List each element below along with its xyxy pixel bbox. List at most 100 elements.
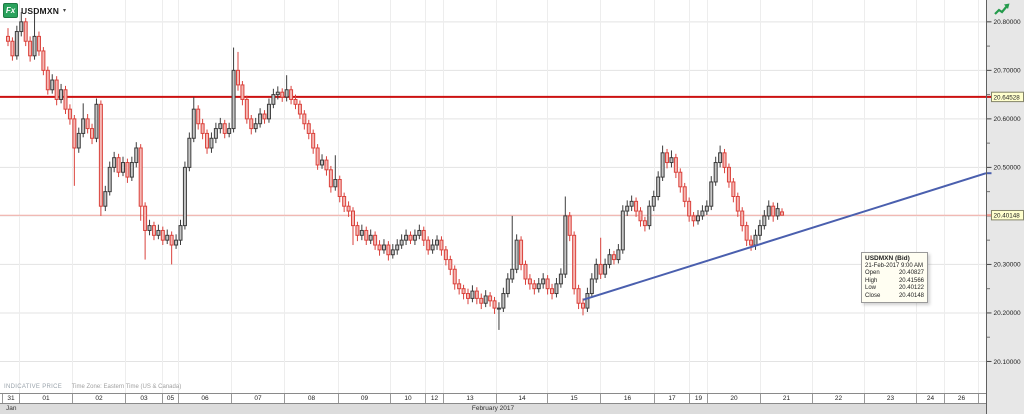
candle-body[interactable] [355, 225, 360, 236]
candle-body[interactable] [580, 302, 585, 309]
candle-body[interactable] [320, 159, 325, 166]
candle-body[interactable] [780, 211, 785, 216]
candle-body[interactable] [222, 123, 227, 134]
candle-body[interactable] [227, 128, 232, 134]
candle-body[interactable] [297, 103, 302, 115]
candle-body[interactable] [169, 234, 174, 246]
candle-body[interactable] [678, 171, 683, 188]
candle-body[interactable] [23, 21, 28, 42]
candle-body[interactable] [452, 268, 457, 285]
candle-body[interactable] [116, 157, 121, 173]
candle-body[interactable] [213, 128, 218, 139]
candle-body[interactable] [766, 205, 771, 217]
candle-body[interactable] [231, 69, 236, 130]
candle-body[interactable] [19, 21, 24, 33]
candle-body[interactable] [390, 249, 395, 256]
candle-body[interactable] [103, 191, 108, 207]
candle-body[interactable] [642, 220, 647, 227]
candle-body[interactable] [771, 205, 776, 217]
candle-body[interactable] [94, 103, 99, 139]
candle-body[interactable] [611, 254, 616, 261]
candle-body[interactable] [519, 239, 524, 265]
candle-body[interactable] [218, 123, 223, 130]
candle-body[interactable] [607, 254, 612, 265]
candle-body[interactable] [289, 89, 294, 100]
candle-body[interactable] [6, 35, 10, 42]
candle-body[interactable] [41, 50, 46, 71]
candle-body[interactable] [740, 210, 745, 227]
candle-body[interactable] [209, 137, 214, 149]
candle-body[interactable] [85, 118, 90, 130]
candle-body[interactable] [76, 132, 81, 149]
candle-body[interactable] [527, 278, 532, 285]
candle-body[interactable] [585, 293, 590, 309]
candle-body[interactable] [744, 225, 749, 241]
candle-body[interactable] [718, 152, 723, 164]
candle-body[interactable] [54, 79, 59, 100]
candle-body[interactable] [346, 205, 351, 212]
candle-body[interactable] [757, 225, 762, 236]
candle-body[interactable] [775, 208, 780, 217]
candle-body[interactable] [465, 293, 470, 299]
candle-body[interactable] [448, 259, 453, 270]
candle-body[interactable] [709, 181, 714, 207]
candle-body[interactable] [598, 263, 603, 275]
candle-body[interactable] [589, 278, 594, 295]
candle-body[interactable] [550, 288, 555, 295]
candle-body[interactable] [191, 108, 196, 139]
candle-body[interactable] [647, 205, 652, 227]
candle-body[interactable] [249, 118, 254, 130]
candle-body[interactable] [753, 234, 758, 246]
candle-body[interactable] [554, 283, 559, 295]
candle-body[interactable] [483, 295, 488, 304]
candle-body[interactable] [182, 166, 187, 227]
candle-body[interactable] [691, 215, 696, 222]
candle-body[interactable] [178, 225, 183, 241]
candle-body[interactable] [665, 152, 670, 164]
candle-body[interactable] [435, 239, 440, 246]
candle-body[interactable] [749, 239, 754, 246]
candle-body[interactable] [576, 288, 581, 304]
candle-body[interactable] [275, 91, 280, 96]
candle-body[interactable] [160, 229, 165, 241]
candle-body[interactable] [638, 210, 643, 222]
candle-body[interactable] [501, 293, 506, 309]
candle-body[interactable] [368, 234, 373, 241]
candle-body[interactable] [510, 268, 515, 280]
candle-body[interactable] [563, 215, 568, 275]
candle-body[interactable] [514, 239, 519, 270]
candle-body[interactable] [342, 196, 347, 207]
candle-body[interactable] [81, 118, 86, 134]
candle-body[interactable] [532, 283, 537, 290]
candle-body[interactable] [673, 157, 678, 173]
candle-body[interactable] [28, 40, 33, 57]
candle-body[interactable] [200, 123, 205, 134]
candle-body[interactable] [244, 98, 249, 120]
candle-body[interactable] [129, 162, 134, 178]
candle-body[interactable] [541, 278, 546, 285]
candle-body[interactable] [120, 162, 125, 173]
candle-body[interactable] [381, 244, 386, 251]
candle-body[interactable] [235, 69, 240, 86]
candle-body[interactable] [156, 229, 161, 236]
date-axis[interactable]: 31 01 02 03 05 06 07 08 09 10 12 13 14 15 16 17 19 20 21 22… [0, 393, 986, 404]
candle-body[interactable] [492, 300, 497, 309]
candle-body[interactable] [412, 234, 417, 241]
candle-body[interactable] [704, 205, 709, 212]
candle-body[interactable] [536, 283, 541, 290]
candle-body[interactable] [165, 234, 170, 241]
candle-body[interactable] [474, 290, 479, 299]
candle-body[interactable] [258, 113, 263, 125]
candle-body[interactable] [311, 132, 316, 149]
price-axis[interactable]: 20.8000020.7000020.6000020.5000020.40000… [986, 0, 1024, 414]
chart-canvas[interactable]: Fx USDMXN ▾ USDMXN (Bid) 21-Feb-2017 9:0… [0, 0, 986, 393]
candle-body[interactable] [359, 229, 364, 236]
candle-body[interactable] [293, 98, 298, 105]
candle-body[interactable] [386, 244, 391, 256]
candle-body[interactable] [72, 118, 77, 149]
candle-body[interactable] [134, 147, 139, 164]
candle-body[interactable] [196, 108, 201, 125]
candle-body[interactable] [187, 137, 192, 168]
candle-body[interactable] [280, 91, 285, 98]
candle-body[interactable] [45, 69, 50, 91]
